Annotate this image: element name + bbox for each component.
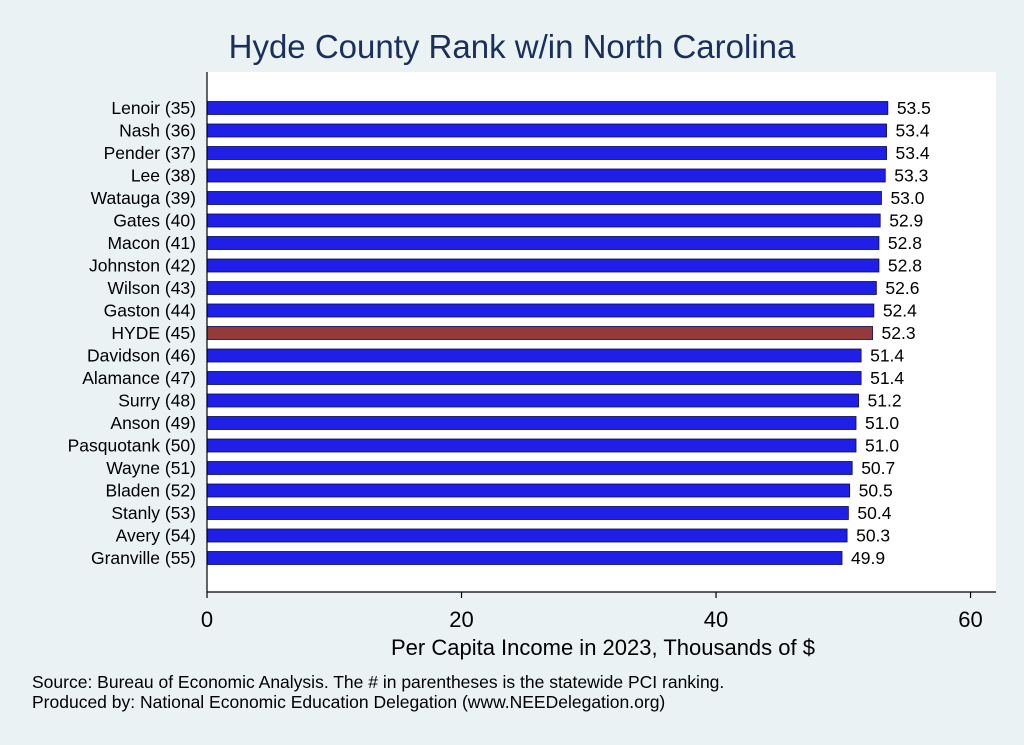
bar [206, 123, 887, 138]
bar [206, 438, 857, 453]
bar [206, 528, 848, 543]
value-label: 52.8 [888, 233, 922, 253]
value-label: 51.0 [865, 436, 899, 456]
bar [206, 213, 881, 228]
category-label: Stanly (53) [111, 503, 196, 523]
category-label: Gates (40) [113, 211, 196, 231]
bar [206, 393, 859, 408]
value-label: 50.3 [856, 526, 890, 546]
bar [206, 168, 886, 183]
category-label: HYDE (45) [111, 323, 196, 343]
source-note: Source: Bureau of Economic Analysis. The… [32, 672, 725, 692]
x-tick-label: 20 [449, 607, 473, 632]
bar [206, 483, 851, 498]
value-label: 50.4 [857, 503, 891, 523]
category-label: Lenoir (35) [111, 98, 196, 118]
category-label: Bladen (52) [106, 481, 196, 501]
category-label: Nash (36) [119, 121, 196, 141]
bar [206, 191, 882, 205]
bar [206, 506, 849, 520]
category-label: Wayne (51) [106, 458, 196, 478]
value-label: 52.3 [882, 323, 916, 343]
bar [206, 101, 889, 115]
bar [206, 371, 862, 385]
value-label: 53.4 [896, 143, 930, 163]
value-label: 53.5 [897, 98, 931, 118]
category-label: Johnston (42) [89, 256, 196, 276]
value-label: 51.4 [870, 346, 904, 366]
bar [206, 348, 862, 363]
bar [206, 281, 877, 295]
value-label: 51.2 [868, 391, 902, 411]
category-label: Surry (48) [118, 391, 196, 411]
category-label: Wilson (43) [108, 278, 197, 298]
category-label: Granville (55) [91, 548, 196, 568]
x-tick-label: 0 [201, 607, 213, 632]
value-label: 52.6 [885, 278, 919, 298]
category-label: Gaston (44) [104, 301, 196, 321]
bar [206, 461, 853, 475]
bar [206, 303, 875, 318]
value-label: 52.9 [889, 211, 923, 231]
bar [206, 551, 843, 565]
category-label: Pender (37) [104, 143, 196, 163]
category-label: Anson (49) [110, 413, 196, 433]
category-label: Alamance (47) [82, 368, 196, 388]
category-label: Pasquotank (50) [68, 436, 196, 456]
value-label: 49.9 [851, 548, 885, 568]
bar-highlight [206, 326, 873, 340]
bar [206, 146, 887, 160]
chart-title: Hyde County Rank w/in North Carolina [228, 28, 796, 65]
bar [206, 236, 880, 250]
value-label: 51.0 [865, 413, 899, 433]
value-label: 52.4 [883, 301, 917, 321]
value-label: 52.8 [888, 256, 922, 276]
value-label: 53.3 [894, 166, 928, 186]
bar-chart: Lenoir (35) 53.5 Nash (36) 53.4 Pender (37) 5… [68, 72, 996, 660]
category-label: Avery (54) [116, 526, 196, 546]
category-label: Davidson (46) [87, 346, 196, 366]
value-label: 50.5 [859, 481, 893, 501]
bar [206, 416, 857, 430]
category-label: Lee (38) [131, 166, 196, 186]
x-axis-label: Per Capita Income in 2023, Thousands of … [391, 635, 815, 660]
value-label: 53.0 [890, 188, 924, 208]
value-label: 50.7 [861, 458, 895, 478]
category-label: Watauga (39) [91, 188, 196, 208]
x-tick-label: 40 [704, 607, 728, 632]
value-label: 51.4 [870, 368, 904, 388]
category-label: Macon (41) [107, 233, 196, 253]
produced-by-note: Produced by: National Economic Education… [32, 692, 666, 712]
bar [206, 258, 880, 273]
x-tick-label: 60 [958, 607, 982, 632]
value-label: 53.4 [896, 121, 930, 141]
